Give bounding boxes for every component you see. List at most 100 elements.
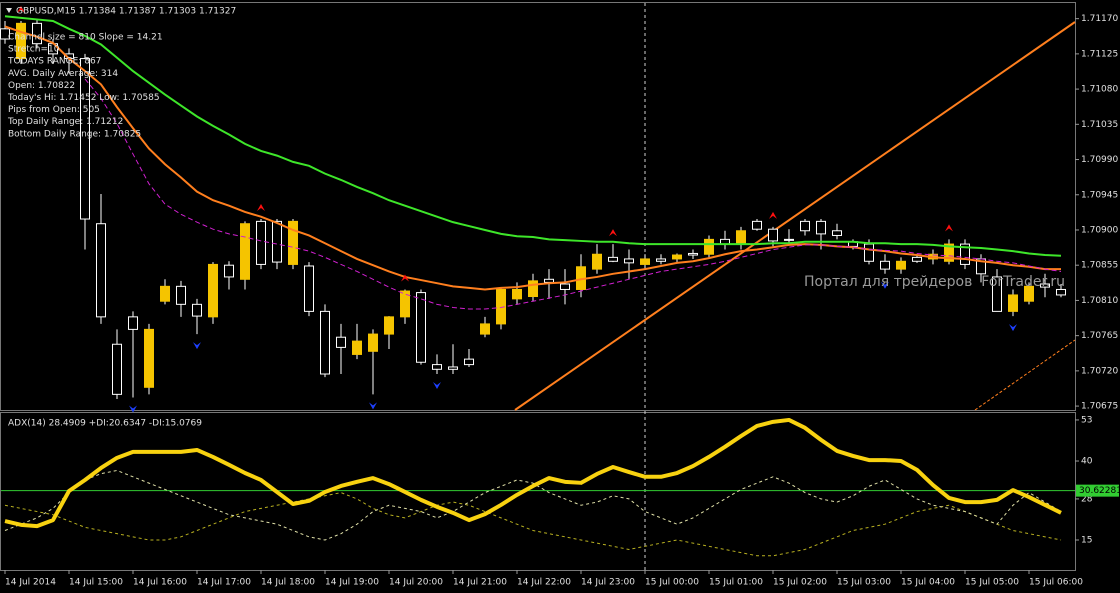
- candle-body: [160, 285, 170, 302]
- x-tick-label: 15 Jul 03:00: [837, 578, 891, 588]
- indicator-line: [4, 492, 1062, 557]
- info-line: TODAYS RANGE: 867: [7, 57, 101, 67]
- info-line: Pips from Open: 505: [8, 105, 100, 115]
- moving-average: [4, 15, 1062, 257]
- candle-body: [496, 288, 506, 325]
- candle-body: [256, 220, 266, 265]
- level-label-box: [1076, 484, 1119, 497]
- candle-body: [192, 303, 202, 317]
- candle-body: [480, 323, 490, 335]
- y-tick-label: 15: [1081, 535, 1092, 545]
- candle-body: [288, 220, 298, 265]
- candle-body: [176, 285, 186, 305]
- candle-body: [944, 243, 954, 262]
- candle-body: [608, 256, 618, 262]
- info-line: Today's Hi: 1.71452 Low: 1.70585: [7, 93, 160, 103]
- candle-body: [528, 280, 538, 298]
- candle-body: [1056, 288, 1066, 296]
- candle-body: [736, 230, 746, 245]
- fractal-up: [257, 204, 265, 212]
- candle-body: [384, 316, 394, 335]
- watermark: Портал для трейдеров ForTrader.ru: [804, 274, 1065, 290]
- candle-body: [352, 340, 362, 355]
- candle-body: [400, 290, 410, 318]
- candle-body: [800, 220, 810, 232]
- candle-body: [32, 22, 42, 45]
- candle-body: [336, 336, 346, 348]
- candle-body: [704, 238, 714, 255]
- y-tick-label: 1.70945: [1081, 190, 1118, 200]
- adx-panel-frame: [0, 412, 1076, 571]
- candle-body: [224, 264, 234, 278]
- candle-body: [784, 238, 794, 241]
- y-tick-label: 1.70990: [1081, 155, 1118, 165]
- x-tick-label: 15 Jul 02:00: [773, 578, 827, 588]
- candle-body: [16, 22, 26, 60]
- x-tick-label: 15 Jul 01:00: [709, 578, 763, 588]
- info-line: Channel size = 810 Slope = 14.21: [8, 33, 163, 43]
- candle-body: [624, 258, 634, 264]
- y-tick-label: 53: [1081, 415, 1092, 425]
- candle-body: [544, 278, 554, 283]
- y-tick-label: 1.70810: [1081, 296, 1118, 306]
- candle-body: [0, 28, 10, 40]
- y-tick-label: 1.71170: [1081, 14, 1118, 24]
- candle-body: [672, 254, 682, 260]
- candle-body: [208, 263, 218, 318]
- moving-average: [84, 78, 1062, 310]
- x-tick-label: 14 Jul 2014: [5, 578, 56, 588]
- candle-body: [1008, 294, 1018, 312]
- fractal-down: [881, 281, 889, 289]
- x-tick-label: 15 Jul 06:00: [1029, 578, 1083, 588]
- candle-body: [368, 333, 378, 352]
- candle-body: [144, 328, 154, 388]
- fractal-up: [945, 224, 953, 232]
- candle-body: [832, 230, 842, 236]
- candle-body: [960, 243, 970, 265]
- fractal-up: [609, 229, 617, 237]
- y-tick-label: 1.71080: [1081, 85, 1118, 95]
- x-tick-label: 14 Jul 20:00: [389, 578, 443, 588]
- candle-body: [768, 228, 778, 242]
- x-tick-label: 15 Jul 05:00: [965, 578, 1019, 588]
- candle-body: [272, 220, 282, 263]
- adx-header: ADX(14) 28.4909 +DI:20.6347 -DI:15.0769: [8, 419, 202, 429]
- y-tick-label: 1.70765: [1081, 331, 1118, 341]
- fractal-down: [193, 342, 201, 350]
- candle-body: [992, 276, 1002, 312]
- info-line: AVG. Daily Average: 314: [8, 69, 118, 79]
- info-line: Bottom Daily Range: 1.70825: [8, 129, 141, 139]
- y-tick-label: 1.70900: [1081, 225, 1118, 235]
- candle-body: [880, 260, 890, 270]
- x-tick-label: 14 Jul 18:00: [261, 578, 315, 588]
- symbol-menu-icon[interactable]: [6, 8, 12, 13]
- fractal-down: [129, 405, 137, 413]
- channel-trend-line: [514, 21, 1076, 411]
- x-tick-label: 14 Jul 16:00: [133, 578, 187, 588]
- level-label: 30.62281: [1079, 486, 1120, 496]
- candle-body: [1040, 283, 1050, 288]
- channel-lower-line: [974, 339, 1076, 411]
- candle-body: [560, 283, 570, 290]
- x-tick-label: 14 Jul 15:00: [69, 578, 123, 588]
- fractal-down: [369, 402, 377, 410]
- main-panel-frame: [0, 2, 1076, 411]
- candle-body: [1024, 285, 1034, 302]
- fractal-up: [17, 6, 25, 14]
- y-tick-label: 1.71035: [1081, 120, 1118, 130]
- info-line: Top Daily Range: 1.71212: [7, 117, 123, 127]
- candle-body: [864, 243, 874, 262]
- candle-body: [96, 223, 106, 318]
- y-tick-label: 1.70855: [1081, 261, 1118, 271]
- y-tick-label: 1.70675: [1081, 402, 1118, 412]
- x-tick-label: 14 Jul 19:00: [325, 578, 379, 588]
- indicator-line: [4, 417, 1062, 529]
- plot-layer: 1.71170 1.71125 1.71080 1.71035 1.70990 1.709…: [0, 6, 1120, 588]
- x-tick-label: 15 Jul 04:00: [901, 578, 955, 588]
- candle-body: [752, 220, 762, 230]
- candle-body: [112, 343, 122, 395]
- x-tick-label: 14 Jul 17:00: [197, 578, 251, 588]
- indicator-line: [4, 469, 1062, 541]
- candle-body: [464, 358, 474, 366]
- info-line: Stretch=10: [8, 45, 60, 55]
